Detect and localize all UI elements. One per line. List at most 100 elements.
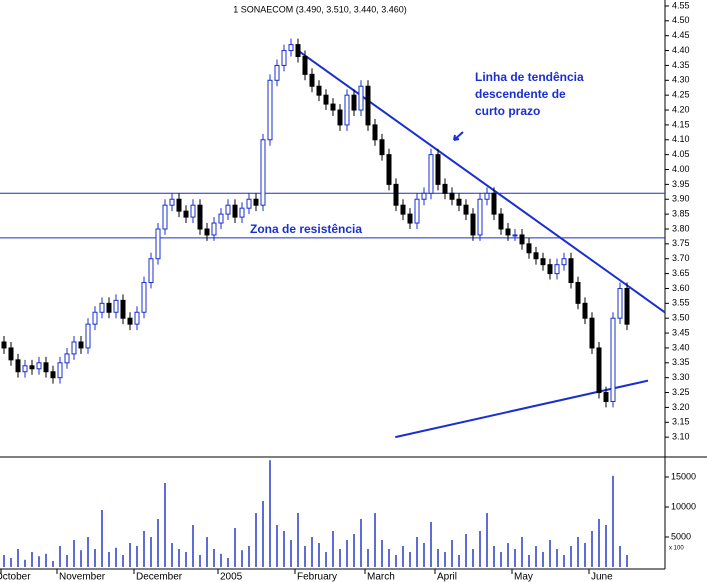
x-tick-label: December (136, 572, 183, 582)
candle-body (463, 204, 469, 215)
candle-body (365, 85, 371, 126)
candle-body (260, 139, 266, 206)
y-tick-label: 4.35 (672, 60, 690, 70)
candle-body (78, 341, 84, 349)
candle-body (197, 204, 203, 230)
candle-body (379, 139, 385, 156)
y-tick-label: 3.30 (672, 372, 690, 382)
candle-body (92, 311, 98, 325)
x-tick-label: April (437, 572, 457, 582)
candle-body (309, 73, 315, 87)
candle-body (120, 299, 126, 319)
candle-body (442, 183, 448, 194)
candle-body (351, 94, 357, 111)
y-tick-label: 3.60 (672, 283, 690, 293)
candle-body (603, 392, 609, 402)
candle-body (127, 317, 133, 325)
candle-body (330, 103, 336, 111)
candle-body (477, 198, 483, 236)
candle-body (211, 222, 217, 236)
candle-body (29, 365, 35, 370)
candle-body (344, 94, 350, 126)
candle-body (225, 204, 231, 215)
y-tick-label: 3.85 (672, 208, 690, 218)
x-tick-label: February (297, 572, 337, 582)
candle-body (484, 192, 490, 200)
y-tick-label: 4.40 (672, 45, 690, 55)
x-tick-label: November (59, 572, 106, 582)
y-tick-label: 4.10 (672, 134, 690, 144)
y-tick-label: 4.50 (672, 15, 690, 25)
y-tick-label: 3.15 (672, 417, 690, 427)
candle-body (414, 198, 420, 224)
candle-body (596, 347, 602, 394)
x-tick-label: 2005 (220, 572, 243, 582)
candle-body (183, 210, 189, 218)
candle-body (407, 213, 413, 224)
x-tick-label: March (367, 572, 395, 582)
candle-body (540, 258, 546, 266)
volume-unit: x 100 (669, 546, 684, 552)
trend-line (395, 379, 649, 439)
y-tick-label: 4.25 (672, 90, 690, 100)
candle-body (449, 192, 455, 200)
y-tick-label: 4.15 (672, 119, 690, 129)
y-tick-label: 4.05 (672, 149, 690, 159)
candle-body (568, 258, 574, 284)
candle-body (358, 85, 364, 111)
candle-body (428, 154, 434, 194)
y-tick-label: 4.00 (672, 164, 690, 174)
candle-body (99, 302, 105, 313)
y-tick-label: 3.25 (672, 387, 690, 397)
y-tick-label: 3.50 (672, 313, 690, 323)
candle-body (554, 264, 560, 275)
candle-body (561, 258, 567, 266)
volume-tick-label: 10000 (671, 501, 696, 511)
candle-body (547, 264, 553, 275)
annotation: Zona de resistência (250, 222, 362, 236)
candle-body (323, 94, 329, 105)
x-tick-label: October (0, 572, 31, 582)
candle-body (50, 371, 56, 379)
chart-title: 1 SONAECOM (3.490, 3.510, 3.440, 3.460) (233, 4, 407, 14)
candle-body (274, 64, 280, 81)
candle-body (232, 204, 238, 218)
candle-body (176, 198, 182, 212)
y-tick-label: 4.45 (672, 30, 690, 40)
candle-body (8, 347, 14, 361)
y-tick-label: 3.75 (672, 238, 690, 248)
y-tick-label: 3.95 (672, 179, 690, 189)
candle-body (386, 154, 392, 185)
y-tick-label: 3.10 (672, 432, 690, 442)
candle-body (71, 341, 77, 355)
candle-body (400, 204, 406, 215)
candle-body (491, 192, 497, 215)
candle-body (85, 323, 91, 349)
candle-body (470, 213, 476, 236)
candle-body (246, 198, 252, 209)
y-tick-label: 4.30 (672, 75, 690, 85)
candle-body (582, 302, 588, 319)
candle-body (267, 79, 273, 141)
y-tick-label: 3.80 (672, 223, 690, 233)
candle-body (22, 365, 28, 373)
candle-body (624, 287, 630, 325)
candle-body (204, 228, 210, 236)
candle-body (190, 204, 196, 218)
annotation: curto prazo (475, 104, 540, 118)
candle-body (148, 258, 154, 284)
candle-body (57, 362, 63, 379)
candle-body (1, 341, 7, 349)
candle-body (337, 109, 343, 126)
y-tick-label: 3.45 (672, 327, 690, 337)
candle-body (113, 299, 119, 313)
candle-body (393, 183, 399, 206)
candle-body (106, 302, 112, 313)
candle-body (36, 362, 42, 370)
candle-body (155, 228, 161, 260)
candle-body (505, 228, 511, 236)
candle-body (533, 252, 539, 260)
candle-body (498, 213, 504, 230)
candle-body (218, 213, 224, 224)
candle-body (281, 50, 287, 66)
